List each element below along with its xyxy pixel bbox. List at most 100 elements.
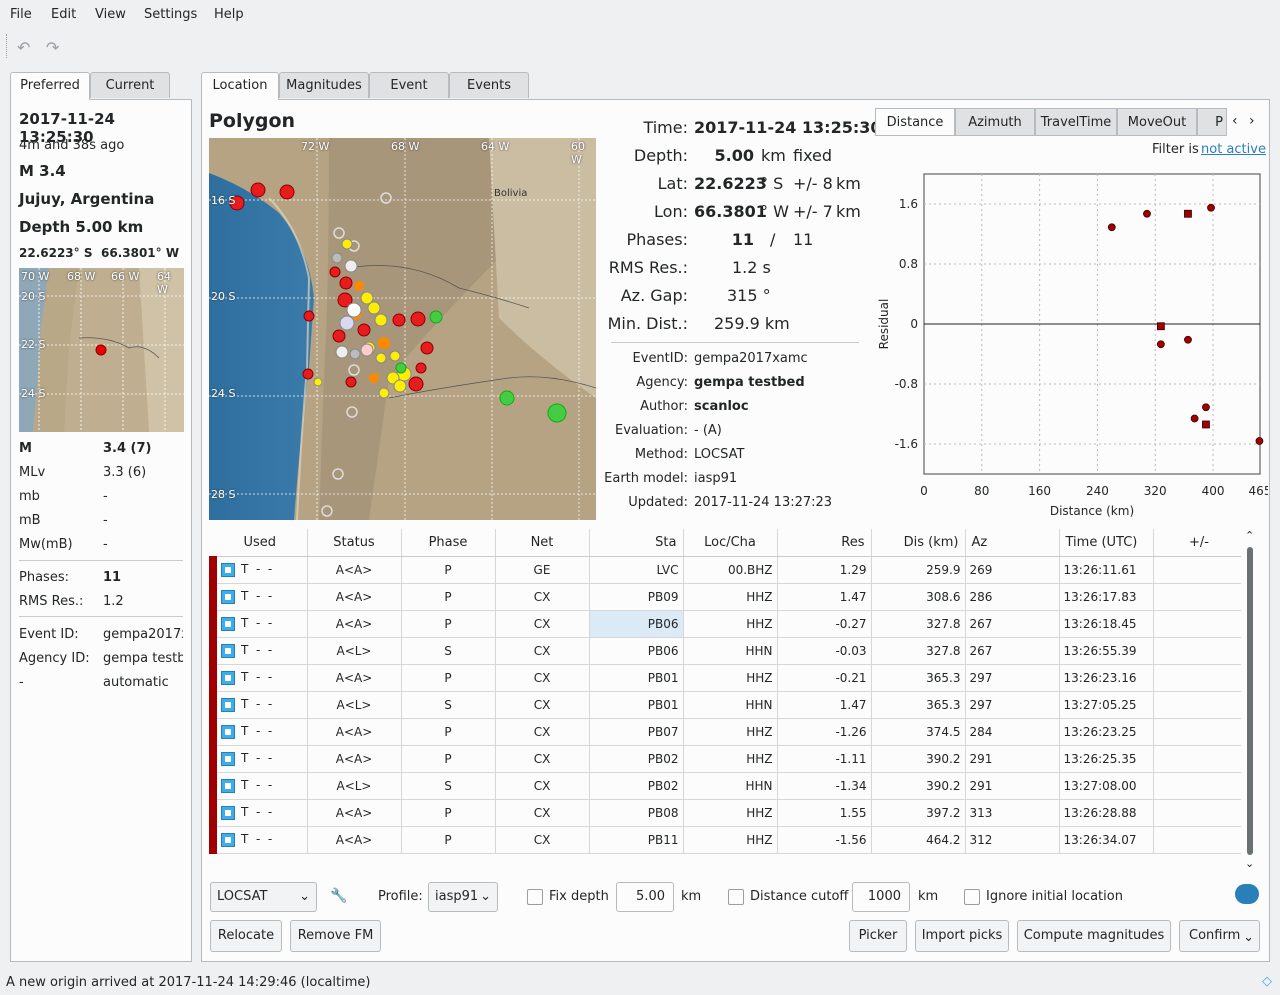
- residual-point-P[interactable]: [1202, 403, 1210, 412]
- table-row[interactable]: T - - A<A> P GE LVC 00.BHZ 1.29 259.9 269 13:26:1…: [209, 556, 1246, 584]
- scrollbar-thumb[interactable]: [1247, 547, 1253, 855]
- tab-magnitudes[interactable]: Magnitudes: [279, 72, 369, 98]
- locator-settings-icon[interactable]: 🔧: [330, 888, 348, 904]
- undo-icon[interactable]: ↶: [17, 38, 31, 57]
- menu-view[interactable]: View: [95, 7, 126, 22]
- used-checkbox[interactable]: [221, 616, 235, 631]
- residual-point-S[interactable]: [1184, 209, 1192, 218]
- used-checkbox[interactable]: [221, 670, 235, 685]
- cell-loccha: HHZ: [683, 718, 778, 746]
- column-header[interactable]: Az: [965, 529, 1060, 557]
- residual-point-P[interactable]: [1207, 203, 1215, 212]
- compute-magnitudes-button[interactable]: Compute magnitudes: [1017, 920, 1171, 952]
- residual-point-S[interactable]: [1202, 420, 1210, 429]
- used-checkbox[interactable]: [221, 751, 235, 766]
- cell-used: T - -: [209, 637, 308, 665]
- filter-toggle-link[interactable]: not active: [1201, 142, 1266, 157]
- column-header[interactable]: Phase: [401, 529, 496, 557]
- tab-scroll-right-icon[interactable]: ›: [1249, 113, 1255, 129]
- comment-icon[interactable]: [1235, 884, 1259, 904]
- table-row[interactable]: T - - A<A> P CX PB09 HHZ 1.47 308.6 286 13:26:17.…: [209, 583, 1246, 611]
- tab-scroll-left-icon[interactable]: ‹: [1232, 113, 1238, 129]
- table-row[interactable]: T - - A<A> P CX PB02 HHZ -1.11 390.2 291 13:26:25…: [209, 745, 1246, 773]
- column-header[interactable]: Loc/Cha: [683, 529, 778, 557]
- residual-point-P[interactable]: [1184, 335, 1192, 344]
- menu-settings[interactable]: Settings: [144, 7, 198, 22]
- scroll-up-icon[interactable]: ⌃: [1245, 529, 1255, 542]
- residual-point-P[interactable]: [1255, 437, 1264, 445]
- cell-status: A<A>: [307, 745, 402, 773]
- menu-edit[interactable]: Edit: [51, 7, 77, 22]
- used-checkbox[interactable]: [221, 562, 235, 577]
- menu-file[interactable]: File: [10, 7, 32, 22]
- column-header[interactable]: Time (UTC): [1059, 529, 1154, 557]
- residual-point-P[interactable]: [1190, 414, 1199, 423]
- table-row[interactable]: T - - A<A> P CX PB08 HHZ 1.55 397.2 313 13:26:28.…: [209, 799, 1246, 827]
- column-header[interactable]: +/-: [1153, 529, 1246, 557]
- plot-tab-more[interactable]: P: [1197, 108, 1227, 136]
- used-checkbox[interactable]: [221, 724, 235, 739]
- tab-event[interactable]: Event: [369, 72, 449, 98]
- remove-fm-button[interactable]: Remove FM: [290, 920, 381, 952]
- table-row[interactable]: T - - A<L> S CX PB06 HHN -0.03 327.8 267 13:26:55…: [209, 637, 1246, 665]
- used-checkbox[interactable]: [221, 697, 235, 712]
- locator-combo[interactable]: LOCSAT ⌄: [210, 882, 317, 912]
- used-checkbox[interactable]: [221, 643, 235, 658]
- import-picks-button[interactable]: Import picks: [915, 920, 1009, 952]
- fix-depth-input[interactable]: 5.00: [616, 882, 674, 912]
- distance-cutoff-input[interactable]: 1000: [852, 882, 910, 912]
- table-row[interactable]: T - - A<A> P CX PB11 HHZ -1.56 464.2 312 13:26:34…: [209, 826, 1246, 854]
- relocate-button[interactable]: Relocate: [210, 920, 282, 952]
- used-checkbox[interactable]: [221, 805, 235, 820]
- phases-used: 11: [731, 230, 754, 249]
- table-row[interactable]: T - - A<A> P CX PB07 HHZ -1.26 374.5 284 13:26:23…: [209, 718, 1246, 746]
- mini-map[interactable]: 70 W 68 W 66 W 64 W 20 S 22 S 24 S: [19, 268, 184, 432]
- residual-plot[interactable]: 0 80 160 240 320 400 465 1.6 0.8 0 -0.8 -1.6 Distan…: [872, 160, 1268, 522]
- column-header[interactable]: Sta: [589, 529, 684, 557]
- plot-tab-distance[interactable]: Distance: [875, 108, 955, 136]
- column-header[interactable]: Dis (km): [871, 529, 966, 557]
- column-header[interactable]: Res: [777, 529, 872, 557]
- tab-current[interactable]: Current: [90, 72, 170, 98]
- eventid-label: EventID:: [632, 351, 688, 366]
- tab-events[interactable]: Events: [449, 72, 529, 98]
- used-checkbox[interactable]: [221, 778, 235, 793]
- lat-label: Lat:: [657, 174, 688, 193]
- fix-depth-checkbox[interactable]: [527, 889, 543, 905]
- tab-location[interactable]: Location: [201, 72, 279, 100]
- scroll-down-icon[interactable]: ⌄: [1245, 857, 1255, 870]
- redo-icon[interactable]: ↷: [46, 38, 60, 57]
- ignore-initial-checkbox[interactable]: [964, 889, 980, 905]
- map-lat1: 16 S: [211, 194, 236, 207]
- column-header[interactable]: Status: [307, 529, 402, 557]
- table-row[interactable]: T - - A<L> S CX PB02 HHN -1.34 390.2 291 13:27:08…: [209, 772, 1246, 800]
- plot-tab-moveout[interactable]: MoveOut: [1117, 108, 1197, 136]
- table-row[interactable]: T - - A<A> P CX PB06 HHZ -0.27 327.8 267 13:26:18…: [209, 610, 1246, 638]
- map-lon3: 64 W: [481, 140, 510, 153]
- menu-help[interactable]: Help: [214, 7, 244, 22]
- residual-point-S[interactable]: [1156, 322, 1165, 331]
- confirm-button[interactable]: Confirm ⌄: [1179, 920, 1260, 952]
- lat-error-unit: km: [836, 174, 861, 193]
- column-header[interactable]: Used: [213, 529, 308, 557]
- distance-cutoff-checkbox[interactable]: [728, 889, 744, 905]
- rms-label: RMS Res.:: [608, 258, 688, 277]
- table-row[interactable]: T - - A<A> P CX PB01 HHZ -0.21 365.3 297 13:26:23…: [209, 664, 1246, 692]
- used-checkbox[interactable]: [221, 832, 235, 847]
- residual-point-P[interactable]: [1156, 340, 1165, 349]
- profile-combo[interactable]: iasp91 ⌄: [428, 882, 498, 912]
- table-row[interactable]: T - - A<L> S CX PB01 HHN 1.47 365.3 297 13:27:05.…: [209, 691, 1246, 719]
- plot-tab-azimuth[interactable]: Azimuth: [955, 108, 1035, 136]
- mini-map-lat1: 20 S: [21, 290, 46, 303]
- residual-point-P[interactable]: [1143, 209, 1151, 218]
- cell-used: T - -: [209, 583, 308, 611]
- plot-tab-traveltime[interactable]: TravelTime: [1035, 108, 1117, 136]
- tab-preferred[interactable]: Preferred: [10, 72, 90, 100]
- column-header[interactable]: Net: [495, 529, 590, 557]
- table-scrollbar[interactable]: ⌃ ⌄: [1241, 529, 1259, 874]
- picker-button[interactable]: Picker: [849, 920, 907, 952]
- origin-map[interactable]: 72 W 68 W 64 W 60 W 16 S 20 S 24 S 28 S …: [209, 138, 596, 520]
- origin-depth: Depth 5.00 km: [19, 218, 144, 236]
- used-checkbox[interactable]: [221, 589, 235, 604]
- residual-point-P[interactable]: [1107, 223, 1116, 232]
